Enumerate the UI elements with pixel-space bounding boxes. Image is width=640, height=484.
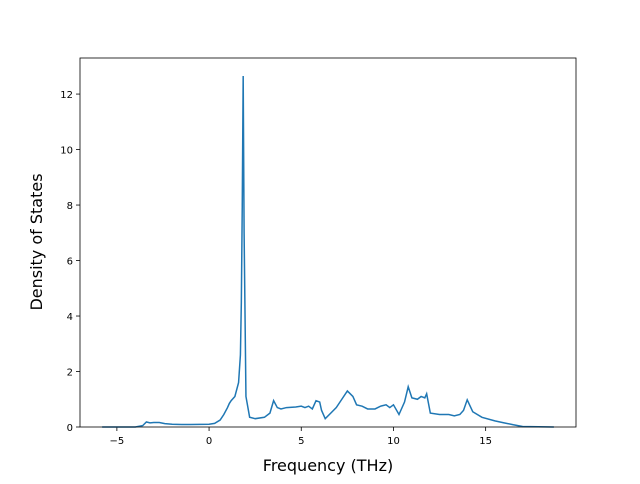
y-axis-label: Density of States — [27, 173, 46, 310]
y-tick-label: 10 — [60, 146, 73, 157]
y-tick-label: 12 — [60, 90, 73, 101]
y-tick-label: 2 — [67, 368, 73, 379]
y-tick-label: 0 — [67, 423, 73, 434]
x-tick-label: −5 — [110, 436, 125, 447]
x-tick-label: 0 — [206, 436, 212, 447]
y-tick-label: 6 — [67, 257, 73, 268]
x-axis-label: Frequency (THz) — [263, 456, 393, 475]
y-tick-label: 8 — [67, 201, 73, 212]
plot-frame — [79, 57, 577, 428]
x-tick-label: 5 — [298, 436, 304, 447]
line-series — [102, 76, 554, 428]
x-tick-label: 10 — [387, 436, 400, 447]
x-tick-label: 15 — [479, 436, 492, 447]
y-tick-label: 4 — [67, 312, 73, 323]
